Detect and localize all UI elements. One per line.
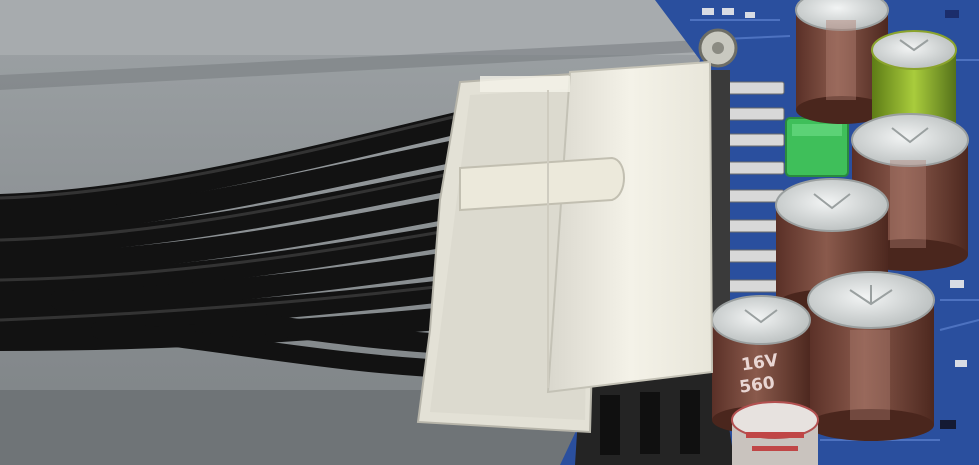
wire-highlights — [0, 111, 471, 322]
chassis-groove — [0, 40, 700, 90]
chassis-edge-top — [0, 0, 700, 55]
capacitor-small-bottom — [731, 401, 819, 465]
smd-components — [702, 8, 967, 429]
capacitor-value-label: 560 — [738, 373, 776, 398]
connector-main-body — [546, 60, 714, 394]
power-cable-wires — [0, 109, 481, 379]
capacitor-bottom-right — [807, 271, 935, 441]
connector-latch-clip — [459, 156, 625, 212]
atx-power-connector — [416, 60, 714, 434]
